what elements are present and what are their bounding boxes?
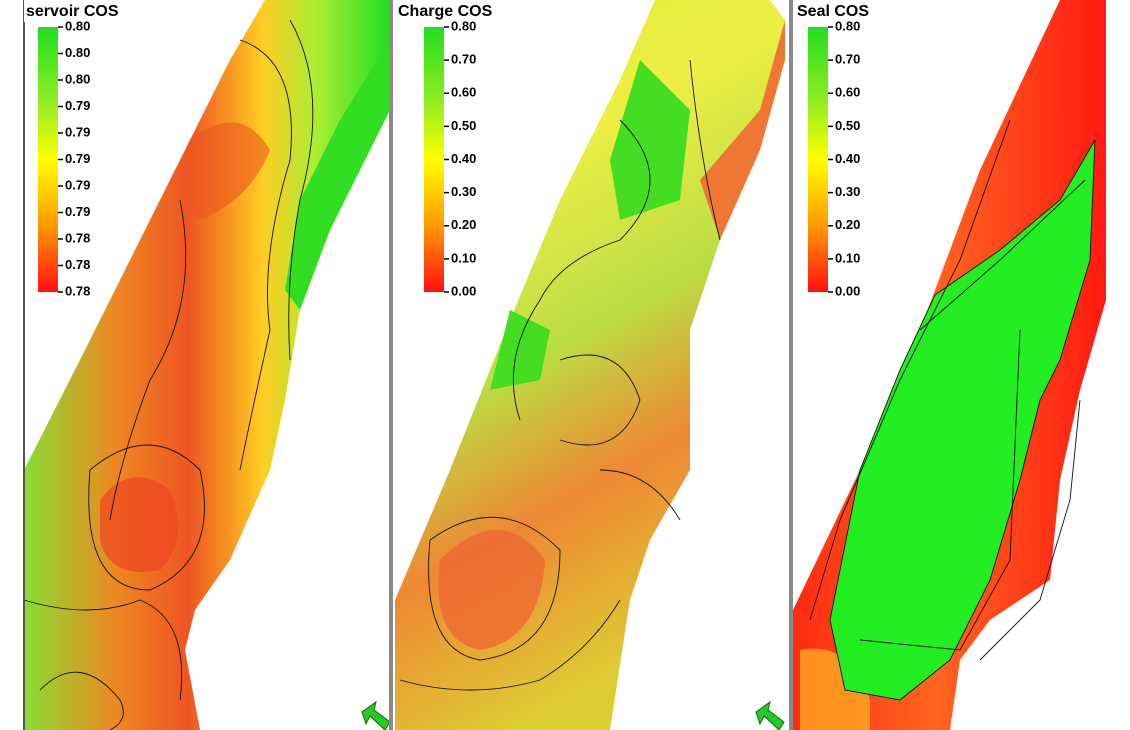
north-arrow [361,700,391,730]
legend-label: 0.10 [835,250,860,265]
panel-reservoir [23,0,391,730]
legend-label: 0.80 [835,18,860,33]
contour [428,516,561,661]
legend-label: 0.79 [65,177,90,192]
green-zone [610,60,690,220]
green-zone [830,140,1095,700]
title-bg [795,0,907,22]
legend-label: 0.60 [835,85,860,100]
panel-title: servoir COS [26,3,119,20]
green-zone [285,40,390,310]
contour [39,671,124,730]
legend-label: 0.78 [65,230,90,245]
legend-label: 0.30 [451,184,476,199]
legend-label: 0.50 [835,118,860,133]
green-zone [490,310,550,390]
contour [88,444,205,591]
contour [599,469,681,521]
title-bg [24,0,136,22]
contour [979,399,1081,661]
panel-charge [395,0,785,730]
title-bg [396,0,508,22]
contour [239,39,292,471]
legend-label: 0.60 [451,85,476,100]
legend-label: 0.40 [451,151,476,166]
contour [559,354,641,446]
panel-title: Charge COS [398,3,493,20]
legend-label: 0.00 [835,283,860,298]
legend-label: 0.78 [65,257,90,272]
legend-label: 0.79 [65,204,90,219]
contour [809,119,1011,621]
legend-label: 0.79 [65,98,90,113]
contour [109,199,187,521]
legend-label: 0.78 [65,283,90,298]
legend-bar [808,27,828,292]
legend-bar [424,27,444,292]
legend-label: 0.80 [65,45,90,60]
legend-label: 0.79 [65,151,90,166]
legend-label: 0.50 [451,118,476,133]
orange-zone [700,20,785,240]
red-zone [182,122,270,220]
contour [829,139,1096,701]
contour [689,59,721,241]
legend-label: 0.80 [65,18,90,33]
contour [399,599,621,691]
legend-label: 0.20 [835,217,860,232]
legend-label: 0.00 [451,283,476,298]
legend-label: 0.80 [451,18,476,33]
legend-bar [38,27,58,292]
legend-label: 0.10 [451,250,476,265]
legend-label: 0.79 [65,124,90,139]
legend-label: 0.70 [835,52,860,67]
red-zone [100,477,178,572]
legend-label: 0.70 [451,52,476,67]
panel-seal [793,0,1106,730]
legend-label: 0.40 [835,151,860,166]
legends: servoir COS0.800.800.800.790.790.790.790… [24,0,907,300]
contour [23,599,183,701]
contour [859,179,1086,651]
legend-label: 0.20 [451,217,476,232]
panel-title: Seal COS [797,3,869,20]
north-arrow [755,700,785,730]
orange-zone [438,530,545,650]
contour [512,119,651,421]
legend-label: 0.80 [65,71,90,86]
contour [288,19,314,361]
legend-label: 0.30 [835,184,860,199]
